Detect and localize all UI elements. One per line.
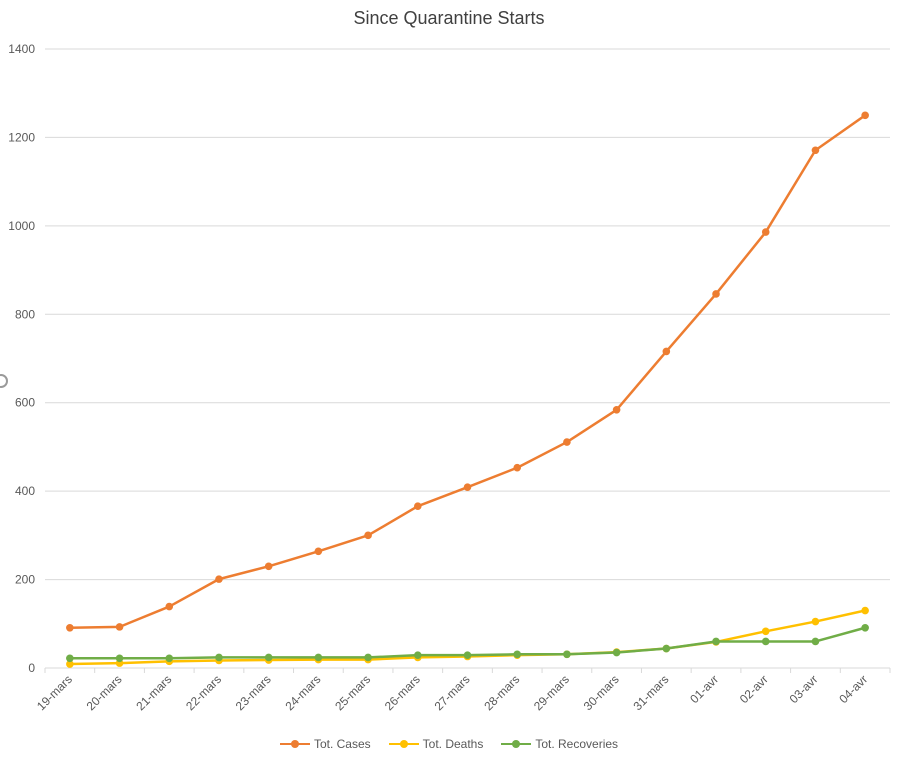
data-point <box>463 483 472 491</box>
x-tick-label: 25-mars <box>332 672 373 713</box>
legend-swatch <box>388 740 419 748</box>
data-point <box>761 228 770 236</box>
y-tick-label: 800 <box>15 307 35 321</box>
data-point <box>364 653 372 662</box>
data-point <box>811 617 820 626</box>
data-point <box>165 602 174 611</box>
data-point <box>314 653 323 662</box>
data-point <box>612 405 621 414</box>
legend-swatch <box>501 740 532 748</box>
data-point <box>165 654 174 663</box>
x-tick-label: 04-avr <box>836 672 870 706</box>
series-group <box>66 111 869 668</box>
data-point <box>463 651 472 659</box>
data-point <box>712 637 720 646</box>
data-point <box>314 547 323 556</box>
data-point <box>66 654 74 663</box>
x-tick-label: 21-mars <box>133 672 174 713</box>
x-tick-label: 03-avr <box>787 672 821 706</box>
data-point <box>761 637 770 646</box>
legend-item: Tot. Cases <box>279 737 371 751</box>
data-point <box>861 623 869 632</box>
x-tick-label: 02-avr <box>737 672 771 706</box>
data-point <box>264 562 273 571</box>
series-line <box>69 114 866 630</box>
data-point <box>264 653 273 662</box>
x-tick-label: 28-mars <box>481 672 522 713</box>
line-chart: 0 200 400 600 800 1000 1200 1400 19-mars 20-mars… <box>8 42 891 713</box>
data-point <box>215 653 223 662</box>
y-tick-label: 600 <box>15 396 35 410</box>
data-point <box>215 575 223 583</box>
chart-title: Since Quarantine Starts <box>353 8 545 28</box>
legend-label: Tot. Cases <box>313 737 371 751</box>
legend-label: Tot. Deaths <box>422 737 484 751</box>
legend-swatch <box>279 740 310 748</box>
x-tick-label: 31-mars <box>630 672 671 713</box>
legend-label: Tot. Recoveries <box>535 737 619 751</box>
data-point <box>861 606 869 615</box>
data-point <box>66 623 74 632</box>
legend-item: Tot. Recoveries <box>501 737 618 751</box>
data-point <box>811 637 820 646</box>
y-tick-label: 400 <box>15 484 35 498</box>
data-point <box>115 654 124 663</box>
x-tick-label: 01-avr <box>687 672 721 706</box>
data-point <box>364 531 372 540</box>
x-tick-label: 30-mars <box>581 672 622 713</box>
x-tick-label: 19-mars <box>34 672 75 713</box>
x-tick-label: 22-mars <box>183 672 224 713</box>
data-point <box>811 146 820 155</box>
data-point <box>563 650 571 659</box>
data-point <box>413 651 422 659</box>
data-point <box>861 111 869 120</box>
x-tick-label: 29-mars <box>531 672 572 713</box>
data-point <box>612 648 621 657</box>
legend-item: Tot. Deaths <box>388 737 484 751</box>
resize-handle[interactable] <box>0 374 8 388</box>
data-point <box>712 290 720 298</box>
x-tick-label: 26-mars <box>382 672 423 713</box>
x-tick-label: 23-mars <box>233 672 274 713</box>
gridlines <box>45 48 890 669</box>
y-tick-label: 1400 <box>8 42 35 56</box>
y-axis: 0 200 400 600 800 1000 1200 1400 <box>8 42 35 675</box>
data-point <box>115 623 124 631</box>
data-point <box>662 644 671 653</box>
y-tick-label: 0 <box>28 661 35 675</box>
x-tick-label: 24-mars <box>282 672 323 713</box>
data-point <box>563 438 571 446</box>
data-point <box>513 463 522 472</box>
legend: Tot. Cases Tot. Deaths Tot. Recoveries <box>0 737 898 751</box>
data-point <box>761 627 770 636</box>
x-tick-label: 27-mars <box>432 672 473 713</box>
data-point <box>66 660 74 668</box>
x-tick-label: 20-mars <box>84 672 125 713</box>
x-axis: 19-mars 20-mars 21-mars 22-mars 23-mars 24-ma… <box>34 668 891 713</box>
y-tick-label: 1200 <box>8 130 35 144</box>
data-point <box>662 347 671 356</box>
y-tick-label: 200 <box>15 573 35 587</box>
y-tick-label: 1000 <box>8 219 35 233</box>
data-point <box>413 502 422 510</box>
data-point <box>513 650 522 659</box>
